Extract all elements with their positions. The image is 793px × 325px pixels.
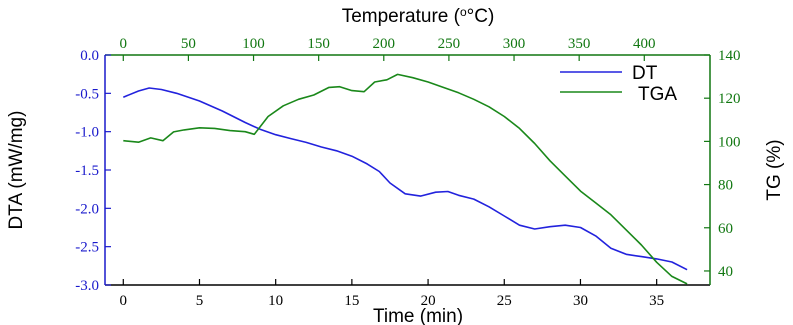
y2-tick-label: 140 — [718, 48, 741, 64]
x-tick-label: 25 — [497, 293, 512, 309]
y-tick-label: -1.5 — [75, 163, 99, 179]
legend-label-tga: TGA — [638, 84, 677, 105]
y-tick-label: -3.0 — [75, 278, 99, 294]
legend-label-dt: DT — [632, 63, 658, 84]
x2-tick-label: 200 — [373, 36, 396, 52]
y2-tick-label: 60 — [718, 221, 733, 237]
y2-axis-title: TG (%) — [764, 139, 785, 200]
x-tick-label: 15 — [344, 293, 359, 309]
series-layer — [122, 73, 688, 285]
x2-axis-title-degree: o — [460, 5, 467, 19]
x-tick-label: 5 — [196, 293, 204, 309]
series-line-dt — [122, 87, 688, 271]
y2-tick-label: 120 — [718, 91, 741, 107]
x-axis-time: 0 5 10 15 20 25 30 35 — [120, 279, 664, 309]
x-tick-label: 35 — [649, 293, 664, 309]
y-tick-label: -1.0 — [75, 125, 99, 141]
y2-axis-tg: 40 60 80 100 120 140 — [704, 48, 741, 280]
x-tick-label: 0 — [120, 293, 128, 309]
y2-tick-label: 100 — [718, 134, 741, 150]
x-tick-label: 30 — [573, 293, 588, 309]
x2-tick-label: 150 — [307, 36, 330, 52]
x2-tick-label: 0 — [120, 36, 128, 52]
y-tick-label: 0.0 — [80, 48, 99, 64]
series-line-tga — [123, 73, 688, 285]
x2-tick-label: 350 — [568, 36, 591, 52]
x2-axis-title: Temperature (o°C) — [342, 5, 495, 27]
y-tick-label: -2.5 — [75, 240, 99, 256]
y-tick-label: -2.0 — [75, 201, 99, 217]
x-tick-label: 20 — [421, 293, 436, 309]
x2-tick-label: 100 — [242, 36, 265, 52]
x-axis-title: Time (min) — [373, 306, 463, 325]
x2-axis-title-unit: °C) — [467, 6, 495, 27]
x2-tick-label: 400 — [633, 36, 656, 52]
y2-tick-label: 80 — [718, 178, 733, 194]
y-axis-dta: 0.0 -0.5 -1.0 -1.5 -2.0 -2.5 -3.0 — [75, 48, 111, 294]
y-tick-label: -0.5 — [75, 86, 99, 102]
x2-tick-label: 300 — [503, 36, 526, 52]
x2-tick-label: 50 — [181, 36, 196, 52]
x2-axis-title-main: Temperature ( — [342, 6, 461, 27]
legend: DT TGA — [560, 63, 677, 105]
y-axis-title: DTA (mW/mg) — [6, 111, 27, 230]
x-tick-label: 10 — [268, 293, 283, 309]
plot-frame — [104, 54, 711, 286]
x2-tick-label: 250 — [438, 36, 461, 52]
y2-tick-label: 40 — [718, 264, 733, 280]
x2-axis-temperature: 0 50 100 150 200 250 300 350 400 — [120, 36, 656, 61]
